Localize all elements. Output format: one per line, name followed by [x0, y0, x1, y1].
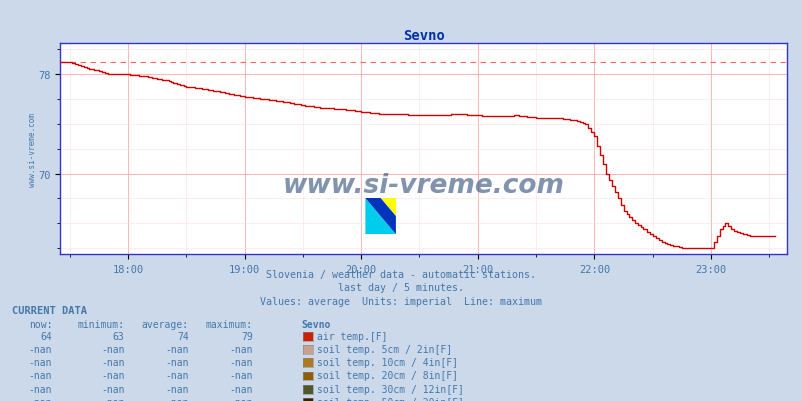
Text: 63: 63 — [112, 331, 124, 341]
Text: -nan: -nan — [101, 371, 124, 381]
Title: Sevno: Sevno — [402, 29, 444, 43]
Text: Sevno: Sevno — [301, 319, 330, 329]
Text: Values: average  Units: imperial  Line: maximum: Values: average Units: imperial Line: ma… — [260, 296, 542, 306]
Text: soil temp. 50cm / 20in[F]: soil temp. 50cm / 20in[F] — [317, 397, 464, 401]
Text: -nan: -nan — [229, 371, 253, 381]
Text: -nan: -nan — [29, 397, 52, 401]
Text: -nan: -nan — [165, 344, 188, 354]
Text: average:: average: — [141, 319, 188, 329]
Text: maximum:: maximum: — [205, 319, 253, 329]
Y-axis label: www.si-vreme.com: www.si-vreme.com — [27, 112, 37, 186]
Text: air temp.[F]: air temp.[F] — [317, 331, 387, 341]
Text: -nan: -nan — [165, 371, 188, 381]
Text: soil temp. 5cm / 2in[F]: soil temp. 5cm / 2in[F] — [317, 344, 452, 354]
Text: -nan: -nan — [229, 384, 253, 394]
Text: last day / 5 minutes.: last day / 5 minutes. — [338, 283, 464, 293]
Text: -nan: -nan — [29, 344, 52, 354]
Text: 64: 64 — [40, 331, 52, 341]
Text: CURRENT DATA: CURRENT DATA — [12, 305, 87, 315]
Text: soil temp. 20cm / 8in[F]: soil temp. 20cm / 8in[F] — [317, 371, 458, 381]
Text: -nan: -nan — [29, 357, 52, 367]
Text: minimum:: minimum: — [77, 319, 124, 329]
Text: now:: now: — [29, 319, 52, 329]
Text: -nan: -nan — [165, 384, 188, 394]
Text: -nan: -nan — [101, 344, 124, 354]
Text: soil temp. 30cm / 12in[F]: soil temp. 30cm / 12in[F] — [317, 384, 464, 394]
Polygon shape — [380, 198, 395, 217]
Text: -nan: -nan — [101, 384, 124, 394]
Text: soil temp. 10cm / 4in[F]: soil temp. 10cm / 4in[F] — [317, 357, 458, 367]
Polygon shape — [365, 198, 395, 235]
Text: -nan: -nan — [101, 397, 124, 401]
Text: -nan: -nan — [229, 344, 253, 354]
Text: -nan: -nan — [229, 397, 253, 401]
Text: -nan: -nan — [29, 384, 52, 394]
Text: -nan: -nan — [101, 357, 124, 367]
Text: 74: 74 — [176, 331, 188, 341]
Text: -nan: -nan — [29, 371, 52, 381]
Text: Slovenia / weather data - automatic stations.: Slovenia / weather data - automatic stat… — [266, 269, 536, 279]
Text: 79: 79 — [241, 331, 253, 341]
Text: -nan: -nan — [165, 357, 188, 367]
Text: -nan: -nan — [165, 397, 188, 401]
Text: www.si-vreme.com: www.si-vreme.com — [282, 172, 564, 198]
Text: -nan: -nan — [229, 357, 253, 367]
Polygon shape — [365, 198, 395, 235]
